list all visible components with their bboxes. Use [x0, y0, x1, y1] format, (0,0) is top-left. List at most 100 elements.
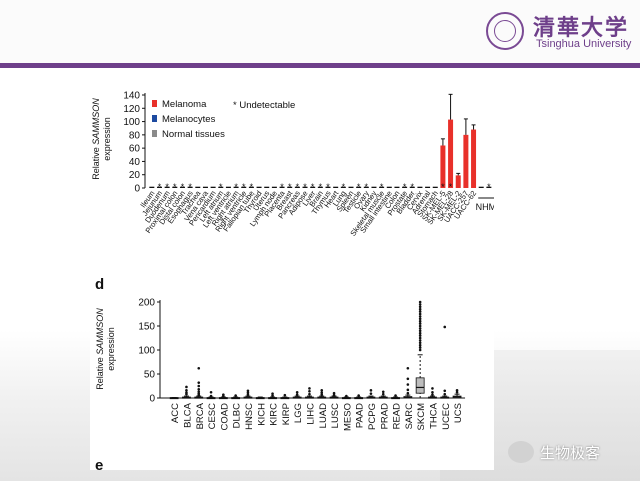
undetectable-star: * — [411, 182, 415, 192]
bar-baseline — [417, 186, 423, 188]
outlier-point — [418, 322, 422, 325]
outlier-point — [209, 390, 213, 394]
outlier-point — [394, 394, 397, 397]
y-tick-label: 100 — [138, 346, 155, 357]
outlier-point — [320, 393, 324, 396]
outlier-point — [332, 391, 336, 395]
outlier-point — [431, 390, 434, 394]
bar-baseline — [394, 186, 400, 188]
bar-baseline — [363, 186, 369, 188]
outlier-point — [197, 390, 201, 394]
outlier-point — [418, 331, 422, 335]
y-tick-label: 40 — [129, 157, 141, 168]
header-divider — [0, 63, 640, 68]
x-category-label: PRAD — [379, 403, 390, 430]
y-tick-label: 150 — [138, 322, 155, 333]
bar-baseline — [187, 186, 193, 188]
y-axis-label: Relative SAMMSONexpression — [91, 98, 112, 180]
undetectable-star: * — [311, 182, 315, 192]
outlier-point — [418, 300, 422, 304]
outlier-point — [418, 327, 422, 330]
bar-baseline — [310, 186, 316, 188]
bar-baseline — [287, 186, 293, 188]
x-category-label: PAAD — [355, 403, 366, 428]
x-category-label: ACC — [170, 403, 181, 423]
outlier-point — [406, 383, 410, 386]
x-category-label: KIRC — [269, 403, 280, 426]
legend-label: Normal tissues — [162, 129, 225, 140]
undetectable-star: * — [357, 182, 361, 192]
y-axis-label: Relative SAMMSONexpression — [95, 308, 116, 390]
legend-label: Melanoma — [162, 99, 207, 110]
outlier-point — [197, 388, 201, 391]
university-logo-english: Tsinghua University — [536, 38, 632, 50]
bar-baseline — [248, 186, 254, 188]
outlier-point — [246, 389, 250, 393]
bar-baseline — [432, 186, 438, 188]
bar-baseline — [172, 186, 178, 188]
outlier-point — [418, 336, 422, 340]
legend-swatch — [152, 100, 157, 107]
bar — [455, 175, 461, 188]
bar-baseline — [233, 186, 239, 188]
y-axis-label-gene: SAMMSON — [91, 98, 101, 145]
outlier-point — [418, 329, 422, 333]
outlier-point — [295, 390, 299, 394]
bar-baseline — [478, 186, 484, 188]
y-tick-label: 20 — [129, 170, 141, 181]
bar-baseline — [179, 186, 185, 188]
outlier-point — [308, 387, 311, 390]
x-category-label: UCEC — [441, 403, 452, 430]
bar-baseline — [218, 186, 224, 188]
y-tick-label: 50 — [144, 370, 156, 381]
bar-baseline — [371, 186, 377, 188]
outlier-point — [197, 381, 201, 384]
outlier-point — [369, 392, 373, 395]
outlier-point — [295, 393, 299, 396]
bar-baseline — [264, 186, 270, 188]
y-tick-label: 100 — [123, 117, 140, 128]
undetectable-star: * — [188, 182, 192, 192]
outlier-point — [185, 385, 188, 389]
bar — [463, 134, 469, 188]
undetectable-star: * — [158, 182, 162, 192]
undetectable-star: * — [288, 182, 292, 192]
bar-baseline — [409, 186, 415, 188]
outlier-point — [431, 387, 434, 390]
undetectable-note: * Undetectable — [233, 100, 295, 111]
wechat-watermark: 生物极客 — [508, 441, 600, 463]
undetectable-star: * — [250, 182, 254, 192]
outlier-point — [418, 310, 422, 313]
box-chart: d 0 50 100 150 200 Relative SAMMSONexpression A… — [95, 276, 466, 431]
outlier-point — [320, 391, 324, 395]
outlier-point — [246, 393, 250, 396]
y-tick-label: 0 — [149, 394, 155, 405]
bar-baseline — [271, 186, 277, 188]
bar-baseline — [348, 186, 354, 188]
legend-swatch — [152, 130, 157, 137]
bar-baseline — [164, 186, 170, 188]
outlier-point — [283, 393, 287, 397]
bar-baseline — [225, 186, 231, 188]
outlier-point — [418, 315, 422, 318]
outlier-point — [381, 392, 385, 396]
undetectable-star: * — [303, 182, 307, 192]
bar-baseline — [317, 186, 323, 188]
x-category-label: KIRP — [281, 403, 292, 425]
x-category-label: HNSC — [244, 403, 255, 430]
undetectable-star: * — [296, 182, 300, 192]
undetectable-star: * — [181, 182, 185, 192]
outlier-point — [418, 343, 422, 347]
undetectable-star: * — [165, 182, 169, 192]
x-category-label: UCS — [453, 403, 464, 423]
outlier-point — [185, 391, 188, 395]
university-logo-chinese: 清華大学 — [533, 15, 630, 41]
x-category-label: LIHC — [305, 403, 316, 425]
x-category-label: THCA — [428, 402, 439, 429]
outlier-point — [345, 394, 348, 398]
y-axis-label-gene: SAMMSON — [95, 308, 105, 355]
box — [415, 377, 425, 394]
outlier-point — [271, 392, 274, 395]
outlier-point — [185, 389, 188, 392]
y-axis-label-suffix: expression — [106, 327, 116, 371]
